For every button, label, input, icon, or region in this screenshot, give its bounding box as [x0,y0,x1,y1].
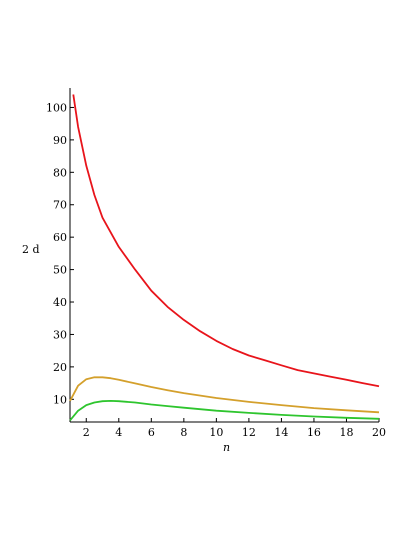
y-tick-label: 70 [53,199,67,212]
x-tick-label: 18 [339,426,353,439]
y-tick-label: 30 [53,328,67,341]
series-line-3 [69,400,380,421]
y-tick-label: 50 [53,264,67,277]
y-tick-label: 40 [53,296,67,309]
x-tick-label: 6 [148,426,155,439]
y-tick-label: 100 [46,101,67,114]
x-tick-label: 16 [307,426,321,439]
series-line-2 [69,376,380,414]
ticks: 2 4 6 8 10 12 14 16 18 20 10 20 30 40 50 60 70 80 90 100 [46,101,386,439]
x-axis-label: n [223,441,230,454]
y-tick-label: 20 [53,361,67,374]
x-tick-label: 14 [274,426,288,439]
x-tick-label: 20 [372,426,386,439]
series-line-1 [72,94,380,388]
y-tick-label: 10 [53,393,67,406]
y-axis-label: 2 d [22,243,40,256]
x-tick-label: 8 [180,426,187,439]
y-tick-label: 60 [53,231,67,244]
x-tick-label: 2 [83,426,90,439]
axes [69,88,379,423]
x-tick-label: 12 [242,426,256,439]
y-tick-label: 90 [53,134,67,147]
series-layer [69,94,380,421]
x-tick-label: 10 [209,426,223,439]
x-tick-label: 4 [115,426,122,439]
y-tick-label: 80 [53,166,67,179]
